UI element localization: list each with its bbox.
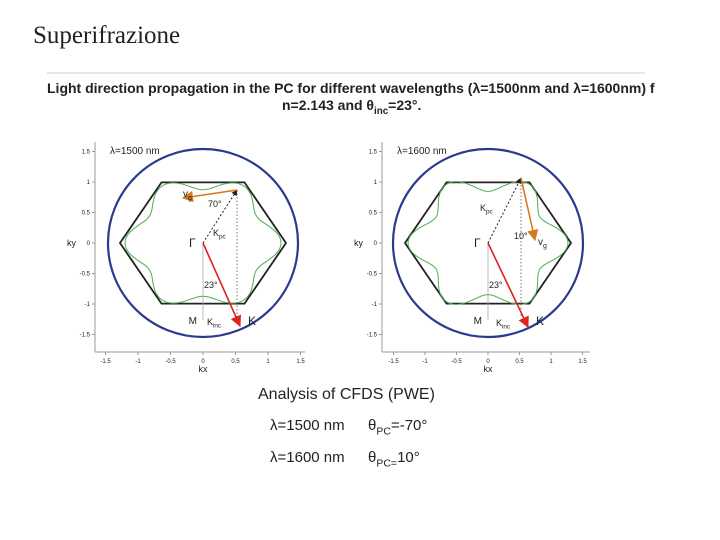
analysis-theta-sub: PC xyxy=(376,426,391,438)
kpc-label-sub: pc xyxy=(219,234,226,241)
caption-line2-sub: inc xyxy=(374,106,389,117)
caption-line2: n=2.143 and θinc=23°. xyxy=(282,97,421,117)
x-axis-label: kx xyxy=(484,364,494,374)
m-label: M xyxy=(189,316,197,327)
incidence-angle: 23° xyxy=(489,280,503,290)
analysis-theta-prefix: θ xyxy=(368,417,376,434)
x-tick-label: 0 xyxy=(486,359,490,365)
analysis-title: Analysis of CFDS (PWE) xyxy=(258,386,435,403)
vg-label-sub: g xyxy=(543,243,547,250)
group-velocity-vector xyxy=(181,189,238,203)
gamma-label: Γ xyxy=(474,236,481,250)
k-label: K xyxy=(248,314,256,328)
y-tick-label: 0.5 xyxy=(369,211,378,217)
kpc-label: Kpc xyxy=(213,228,226,241)
vg-label-main: v xyxy=(183,189,188,200)
kinc-label-main: K xyxy=(207,317,213,327)
x-tick-label: 1 xyxy=(549,359,553,365)
analysis-theta-suffix: =-70° xyxy=(391,417,427,434)
k-pc-vector xyxy=(202,189,238,244)
y-tick-label: -1.5 xyxy=(367,333,378,339)
m-label: M xyxy=(474,316,482,327)
y-tick-label: 1.5 xyxy=(82,150,91,156)
y-tick-label: 1.5 xyxy=(369,150,378,156)
analysis-theta-sub: PC= xyxy=(376,458,397,470)
y-axis-label: ky xyxy=(67,238,77,248)
incidence-angle: 23° xyxy=(204,280,218,290)
x-tick-label: -0.5 xyxy=(165,359,176,365)
caption-line2-suffix: =23°. xyxy=(388,97,421,113)
y-axis-label: ky xyxy=(354,238,364,248)
kpc-label: Kpc xyxy=(480,203,493,216)
light-circle xyxy=(106,147,300,339)
kinc-label-sub: inc xyxy=(213,323,221,330)
y-tick-label: 1 xyxy=(87,180,91,186)
y-tick-label: 0 xyxy=(87,241,91,247)
analysis-theta-suffix: 10° xyxy=(397,449,420,466)
gamma-label: Γ xyxy=(189,236,196,250)
slide-title: Superifrazione xyxy=(33,22,180,49)
y-tick-label: -1.5 xyxy=(80,333,91,339)
x-axis-label: kx xyxy=(199,364,209,374)
kpc-label-sub: pc xyxy=(486,209,493,216)
y-tick-label: -1 xyxy=(85,302,91,308)
x-tick-label: 0.5 xyxy=(231,359,240,365)
y-tick-label: -1 xyxy=(372,302,378,308)
vg-label-sub: g xyxy=(188,195,192,202)
k-pc-vector xyxy=(487,177,522,244)
analysis-theta: θPC=10° xyxy=(368,449,420,470)
group-angle: 10° xyxy=(514,231,528,241)
k-inc-vector xyxy=(487,242,529,329)
kpc-label-main: K xyxy=(480,203,486,213)
x-tick-label: -1 xyxy=(422,359,428,365)
vg-label: vg xyxy=(183,189,192,202)
vg-label-main: v xyxy=(538,237,543,248)
analysis-theta: θPC=-70° xyxy=(368,417,427,438)
kinc-label-main: K xyxy=(496,318,502,328)
light-circle xyxy=(391,147,585,339)
y-tick-label: 0.5 xyxy=(82,211,91,217)
isofrequency-contour xyxy=(407,181,569,305)
kinc-label: Kinc xyxy=(207,317,221,330)
analysis-wavelength: λ=1600 nm xyxy=(270,449,345,466)
x-tick-label: 0 xyxy=(201,359,205,365)
x-tick-label: -1 xyxy=(135,359,141,365)
brillouin-zone xyxy=(403,181,573,305)
x-tick-label: -1.5 xyxy=(100,359,111,365)
panel-wavelength: λ=1600 nm xyxy=(397,146,447,157)
x-tick-label: 1.5 xyxy=(578,359,587,365)
x-tick-label: -0.5 xyxy=(451,359,462,365)
panel-wavelength: λ=1500 nm xyxy=(110,146,160,157)
x-tick-label: 1 xyxy=(266,359,270,365)
analysis-theta-prefix: θ xyxy=(368,449,376,466)
kinc-label: Kinc xyxy=(496,318,510,331)
caption: Light direction propagation in the PC fo… xyxy=(47,80,655,96)
group-velocity-vector xyxy=(520,177,539,242)
kpc-label-main: K xyxy=(213,228,219,238)
kinc-label-sub: inc xyxy=(502,324,510,331)
y-tick-label: 0 xyxy=(374,241,378,247)
analysis-wavelength: λ=1500 nm xyxy=(270,417,345,434)
group-angle: 70° xyxy=(208,199,222,209)
x-tick-label: 0.5 xyxy=(515,359,524,365)
k-label: K xyxy=(536,314,544,328)
vg-label: vg xyxy=(538,237,547,250)
k-inc-vector xyxy=(202,242,242,328)
x-tick-label: -1.5 xyxy=(388,359,399,365)
y-tick-label: -0.5 xyxy=(367,272,378,278)
caption-line2-prefix: n=2.143 and θ xyxy=(282,97,374,113)
y-tick-label: 1 xyxy=(374,180,378,186)
y-tick-label: -0.5 xyxy=(80,272,91,278)
isofrequency-contour xyxy=(124,182,282,304)
brillouin-zone xyxy=(118,181,288,305)
x-tick-label: 1.5 xyxy=(296,359,305,365)
